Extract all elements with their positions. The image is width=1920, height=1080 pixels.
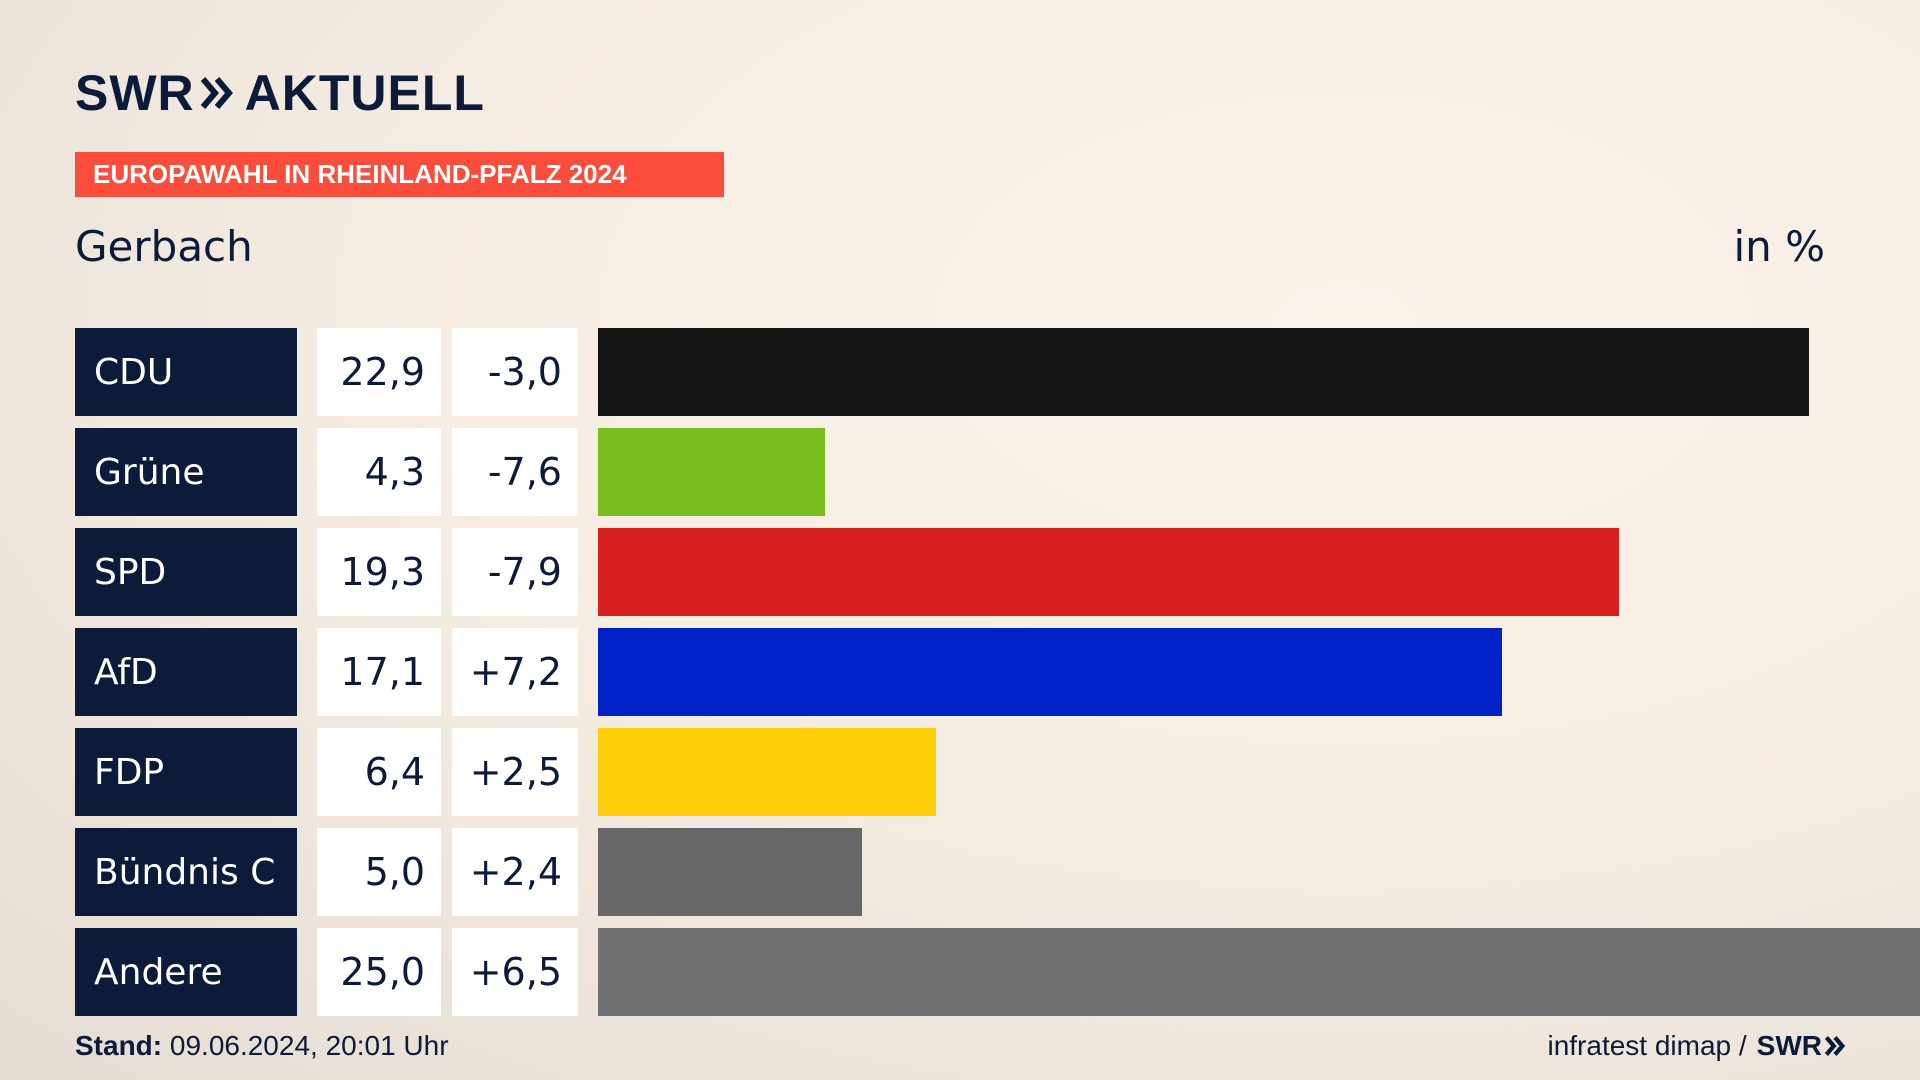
stand-value: 09.06.2024, 20:01 Uhr <box>169 1030 449 1061</box>
vote-change-value: -7,6 <box>452 428 578 516</box>
unit-label: in % <box>1733 222 1825 271</box>
vote-share-value: 25,0 <box>317 928 441 1016</box>
result-bar <box>598 828 863 916</box>
vote-share-value: 22,9 <box>317 328 441 416</box>
party-label: Grüne <box>75 428 297 516</box>
vote-share-value: 4,3 <box>317 428 441 516</box>
result-bar <box>598 628 1503 716</box>
result-bar <box>598 328 1809 416</box>
vote-change-value: -7,9 <box>452 528 578 616</box>
stand-label: Stand: <box>75 1030 163 1061</box>
source-text: infratest dimap / <box>1547 1030 1747 1061</box>
timestamp: Stand: 09.06.2024, 20:01 Uhr <box>75 1030 449 1062</box>
vote-change-value: -3,0 <box>452 328 578 416</box>
party-label: Andere <box>75 928 297 1016</box>
vote-share-value: 19,3 <box>317 528 441 616</box>
party-label: AfD <box>75 628 297 716</box>
party-label: CDU <box>75 328 297 416</box>
vote-change-value: +6,5 <box>452 928 578 1016</box>
result-bar <box>598 728 937 816</box>
vote-share-value: 5,0 <box>317 828 441 916</box>
swr-small-text: SWR <box>1756 1030 1822 1061</box>
party-label: SPD <box>75 528 297 616</box>
result-bar <box>598 428 826 516</box>
vote-change-value: +2,5 <box>452 728 578 816</box>
source-credit: infratest dimap / SWR <box>1547 1030 1846 1062</box>
result-bar <box>598 928 1920 1016</box>
party-label: FDP <box>75 728 297 816</box>
vote-change-value: +2,4 <box>452 828 578 916</box>
logo-aktuell-text: AKTUELL <box>244 65 485 121</box>
double-chevron-icon <box>199 75 235 111</box>
result-bar <box>598 528 1619 616</box>
vote-share-value: 17,1 <box>317 628 441 716</box>
vote-change-value: +7,2 <box>452 628 578 716</box>
double-chevron-small-icon <box>1824 1036 1846 1056</box>
party-label: Bündnis C <box>75 828 297 916</box>
region-title: Gerbach <box>75 222 253 271</box>
election-banner: EUROPAWAHL IN RHEINLAND-PFALZ 2024 <box>75 152 724 197</box>
swr-aktuell-logo: SWR AKTUELL <box>75 65 485 121</box>
logo-swr-text: SWR <box>75 65 195 121</box>
vote-share-value: 6,4 <box>317 728 441 816</box>
swr-small-logo: SWR <box>1757 1030 1846 1062</box>
